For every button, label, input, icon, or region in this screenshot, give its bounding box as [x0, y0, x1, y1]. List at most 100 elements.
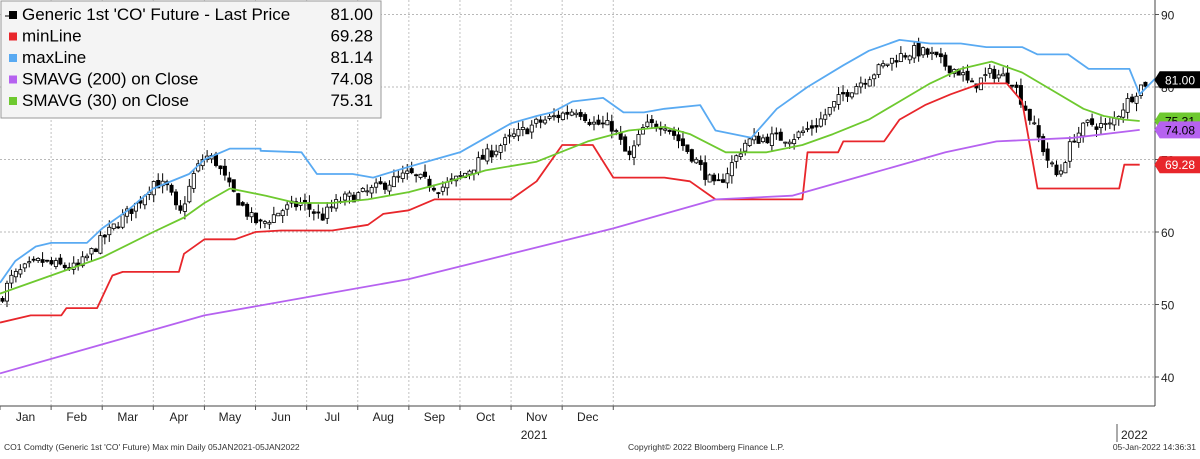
candle-body: [1130, 96, 1135, 103]
candle-body: [841, 92, 846, 95]
candle-body: [529, 124, 534, 133]
right-value-label: 81.00: [1154, 71, 1200, 89]
candle-body: [271, 214, 276, 223]
candle-body: [311, 211, 316, 214]
candle-body: [102, 234, 107, 238]
candle-body: [863, 82, 868, 85]
candle-body: [574, 112, 579, 116]
candle-body: [632, 145, 637, 158]
y-tick-label: 60: [1161, 226, 1175, 240]
candle-body: [1005, 72, 1010, 84]
candle-body: [1041, 136, 1046, 153]
x-tick-label: May: [219, 410, 242, 424]
candle-body: [796, 131, 801, 138]
candle-body: [1063, 162, 1068, 174]
candle-body: [649, 119, 654, 124]
candle-body: [587, 121, 592, 125]
candle-body: [845, 92, 850, 97]
candle-body: [285, 204, 290, 210]
legend-swatch: [9, 11, 17, 19]
candle-body: [912, 45, 917, 59]
candle-body: [156, 179, 161, 189]
candle-body: [227, 177, 232, 183]
legend-series-name: SMAVG (200) on Close: [22, 70, 198, 89]
candle-body: [222, 165, 227, 176]
candle-body: [907, 55, 912, 61]
candle-body: [867, 79, 872, 87]
candle-body: [827, 107, 832, 115]
candle-body: [191, 173, 196, 189]
footer-timestamp: 05-Jan-2022 14:36:31: [1113, 442, 1196, 452]
candle-body: [623, 136, 628, 152]
series-line-maxline: [0, 39, 1155, 284]
series-line-smavg-200-on-close: [0, 129, 1140, 375]
candle-body: [765, 136, 770, 144]
candle-body: [689, 149, 694, 162]
candle-body: [245, 203, 250, 217]
candle-body: [53, 260, 58, 267]
candle-body: [889, 57, 894, 64]
candle-body: [396, 175, 401, 178]
candle-body: [578, 112, 583, 117]
candle-body: [382, 182, 387, 190]
candle-body: [116, 226, 121, 229]
legend-series-value: 69.28: [330, 27, 373, 46]
candle-body: [707, 174, 712, 183]
candle-body: [609, 121, 614, 132]
candle-body: [849, 92, 854, 98]
candle-body: [316, 211, 321, 214]
candle-body: [365, 190, 370, 193]
candle-body: [600, 122, 605, 125]
candle-body: [934, 51, 939, 56]
x-tick-label: Mar: [117, 410, 138, 424]
candle-body: [31, 258, 36, 261]
candle-body: [98, 235, 103, 254]
candle-body: [1072, 140, 1077, 143]
legend-swatch: [9, 32, 17, 41]
candle-body: [249, 212, 254, 218]
candle-body: [996, 74, 1001, 79]
x-tick-label: Jan: [16, 410, 35, 424]
candle-body: [725, 173, 730, 184]
candle-body: [640, 127, 645, 135]
candle-body: [752, 135, 757, 141]
footer: CO1 Comdty (Generic 1st 'CO' Future) Max…: [4, 442, 1196, 452]
candle-body: [329, 206, 334, 209]
candle-body: [712, 174, 717, 182]
candle-body: [565, 111, 570, 115]
candle-body: [925, 48, 930, 55]
value-label-box: [1154, 121, 1200, 139]
candle-body: [516, 128, 521, 137]
candle-body: [334, 199, 339, 209]
candle-body: [970, 80, 975, 83]
candle-body: [467, 170, 472, 175]
candle-body: [169, 184, 174, 193]
candle-body: [792, 139, 797, 145]
candle-body: [418, 173, 423, 178]
candle-body: [89, 248, 94, 255]
candle-body: [1036, 125, 1041, 138]
candle-body: [423, 171, 428, 177]
legend-series-value: 75.31: [330, 91, 373, 110]
candle-body: [218, 165, 223, 170]
candle-body: [823, 114, 828, 120]
candle-body: [694, 158, 699, 164]
candle-body: [262, 221, 267, 224]
candle-body: [605, 120, 610, 126]
candle-body: [494, 150, 499, 156]
candle-body: [436, 192, 441, 195]
candle-body: [783, 141, 788, 144]
x-tick-label: Feb: [66, 410, 87, 424]
candle-body: [583, 114, 588, 121]
candle-body: [760, 137, 765, 143]
candle-body: [672, 130, 677, 136]
legend-box: [0, 0, 382, 119]
candle-body: [1134, 95, 1139, 104]
value-label-text: 69.28: [1165, 158, 1195, 172]
candle-body: [547, 115, 552, 119]
candle-body: [778, 131, 783, 141]
candle-body: [961, 72, 966, 76]
candle-body: [872, 74, 877, 80]
